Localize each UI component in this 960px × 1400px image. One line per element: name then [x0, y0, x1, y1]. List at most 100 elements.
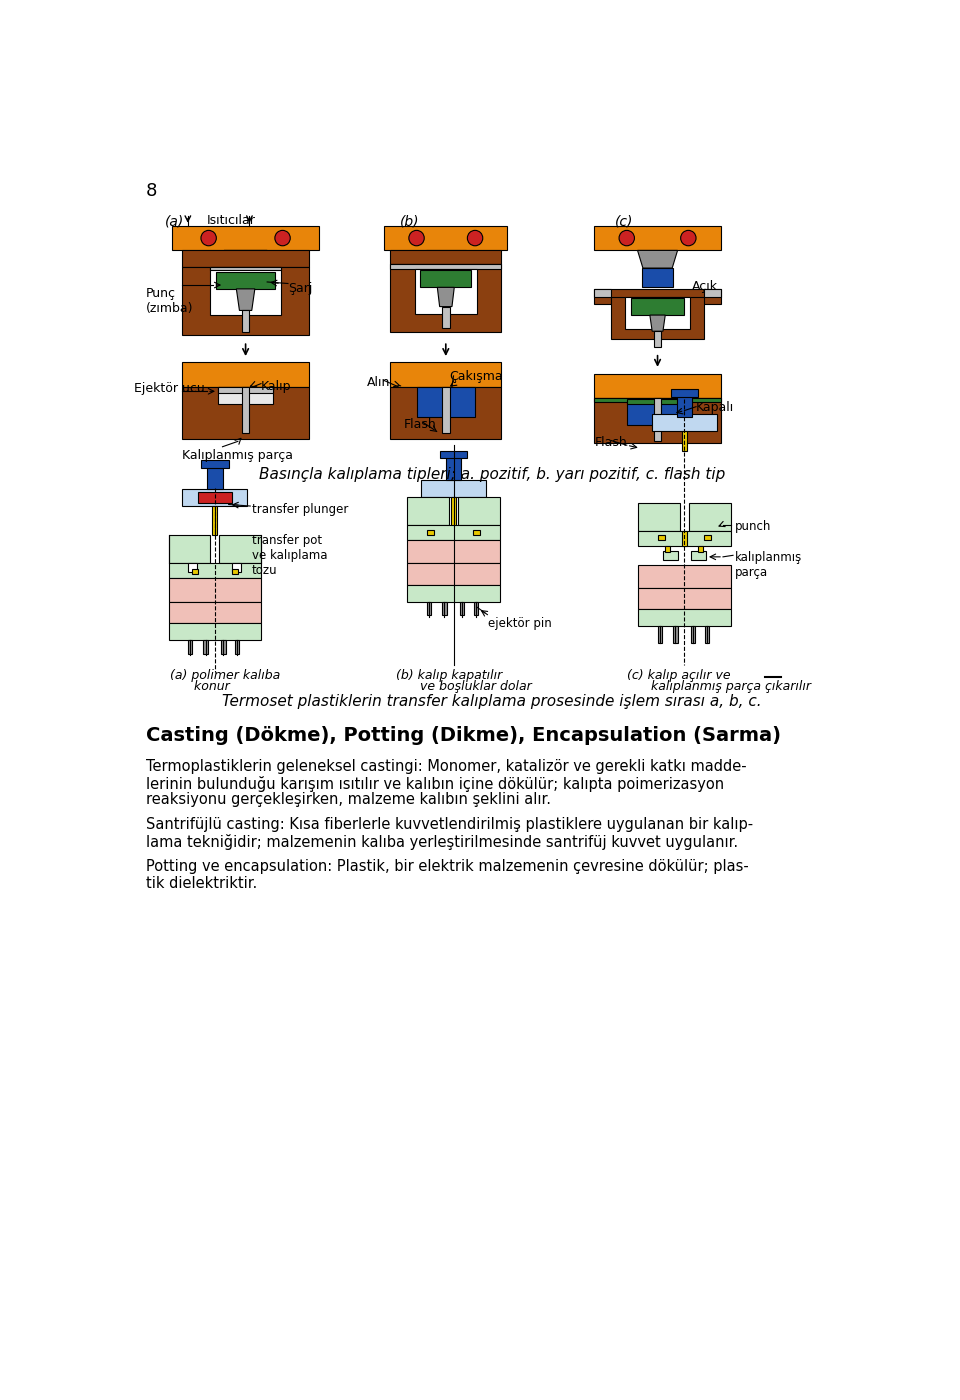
Bar	[442, 602, 446, 616]
Bar	[407, 525, 500, 540]
Text: (a): (a)	[165, 214, 184, 228]
Bar	[652, 414, 717, 431]
Bar	[210, 267, 281, 315]
Text: Termoset plastiklerin transfer kalıplama prosesinde işlem sırası a, b, c.: Termoset plastiklerin transfer kalıplama…	[222, 694, 762, 708]
Bar	[638, 588, 731, 609]
Bar	[638, 609, 731, 626]
Text: Santrifüjlü casting: Kısa fiberlerle kuvvetlendirilmiş plastiklere uygulanan bir: Santrifüjlü casting: Kısa fiberlerle kuv…	[146, 818, 753, 832]
Bar	[407, 563, 500, 585]
Bar	[638, 503, 680, 531]
Bar	[182, 363, 309, 386]
Text: Basınçla kalıplama tipleri; a. pozitif, b. yarı pozitif, c. flash tip: Basınçla kalıplama tipleri; a. pozitif, …	[259, 466, 725, 482]
Text: ejektör pin: ejektör pin	[488, 617, 552, 630]
Bar	[201, 459, 228, 468]
Bar	[426, 531, 434, 535]
Bar	[391, 265, 501, 269]
Bar	[627, 399, 688, 403]
Bar	[690, 626, 695, 643]
Bar	[638, 531, 731, 546]
Bar	[169, 535, 210, 563]
Bar	[218, 386, 274, 393]
Text: kalıplanmış parça çıkarılır: kalıplanmış parça çıkarılır	[627, 680, 811, 693]
Bar	[658, 535, 665, 540]
Circle shape	[409, 231, 424, 246]
Text: transfer plunger: transfer plunger	[252, 503, 348, 517]
Bar	[407, 585, 500, 602]
Text: Alın: Alın	[368, 377, 391, 389]
Text: lama tekniğidir; malzemenin kalıba yerleştirilmesinde santrifüj kuvvet uygulanır: lama tekniğidir; malzemenin kalıba yerle…	[146, 834, 737, 850]
Bar	[704, 535, 711, 540]
Text: kalıplanmış
parça: kalıplanmış parça	[734, 550, 802, 578]
Bar	[391, 251, 501, 265]
Circle shape	[468, 231, 483, 246]
Bar	[658, 626, 662, 643]
Bar	[242, 311, 250, 332]
Text: Kalıp: Kalıp	[261, 379, 292, 393]
Bar	[169, 563, 261, 578]
Bar	[445, 456, 461, 480]
Bar	[188, 563, 197, 573]
Text: transfer pot
ve kalıplama
tozu: transfer pot ve kalıplama tozu	[252, 533, 327, 577]
Polygon shape	[438, 287, 454, 307]
Bar	[182, 267, 309, 335]
Bar	[221, 640, 226, 654]
Bar	[638, 564, 731, 588]
Bar	[594, 288, 612, 297]
Bar	[473, 602, 478, 616]
Bar	[704, 288, 721, 297]
Bar	[458, 497, 500, 525]
Bar	[204, 640, 208, 654]
Bar	[391, 265, 501, 332]
Bar	[169, 602, 261, 623]
Text: Casting (Dökme), Potting (Dikme), Encapsulation (Sarma): Casting (Dökme), Potting (Dikme), Encaps…	[146, 727, 780, 745]
Text: Termoplastiklerin geleneksel castingi: Monomer, katalizör ve gerekli katkı madde: Termoplastiklerin geleneksel castingi: M…	[146, 759, 746, 774]
Bar	[671, 389, 698, 396]
Bar	[594, 374, 721, 398]
Text: Flash: Flash	[594, 435, 627, 449]
Bar	[231, 570, 238, 574]
Text: reaksiyonu gerçekleşirken, malzeme kalıbın şeklini alır.: reaksiyonu gerçekleşirken, malzeme kalıb…	[146, 792, 550, 808]
Polygon shape	[650, 315, 665, 332]
Bar	[451, 497, 456, 535]
Bar	[594, 398, 721, 402]
Bar	[212, 505, 217, 535]
Text: (c): (c)	[615, 214, 634, 228]
Text: Ejektör ucu: Ejektör ucu	[134, 382, 204, 395]
Bar	[665, 546, 670, 552]
Bar	[440, 451, 468, 458]
Bar	[407, 497, 449, 525]
Circle shape	[201, 231, 216, 246]
Text: (a) polimer kalıba: (a) polimer kalıba	[170, 669, 280, 682]
Bar	[663, 550, 679, 560]
Text: 8: 8	[146, 182, 156, 200]
Text: konur: konur	[170, 680, 229, 693]
Bar	[594, 398, 721, 442]
Bar	[655, 332, 660, 347]
Text: Isıtıcılar: Isıtıcılar	[207, 214, 256, 227]
Bar	[384, 225, 508, 251]
Text: Flash: Flash	[403, 419, 436, 431]
Bar	[442, 307, 449, 328]
Text: Kalıplanmış parça: Kalıplanmış parça	[182, 449, 294, 462]
Bar	[677, 395, 692, 417]
Bar	[218, 386, 274, 403]
Bar	[625, 297, 690, 329]
Bar	[472, 531, 480, 535]
Bar	[594, 288, 721, 304]
Bar	[627, 402, 688, 426]
Bar	[683, 531, 686, 546]
Polygon shape	[224, 251, 267, 267]
Bar	[655, 398, 660, 441]
Text: punch: punch	[734, 519, 771, 533]
Bar	[188, 640, 192, 654]
Bar	[242, 386, 250, 433]
Polygon shape	[236, 288, 254, 311]
Bar	[421, 480, 486, 497]
Bar	[426, 251, 466, 280]
Bar	[415, 269, 476, 314]
Text: Potting ve encapsulation: Plastik, bir elektrik malzemenin çevresine dökülür; pl: Potting ve encapsulation: Plastik, bir e…	[146, 858, 748, 874]
Bar	[235, 640, 239, 654]
Bar	[231, 563, 241, 573]
Text: ve boşluklar dolar: ve boşluklar dolar	[396, 680, 532, 693]
Bar	[169, 623, 261, 640]
